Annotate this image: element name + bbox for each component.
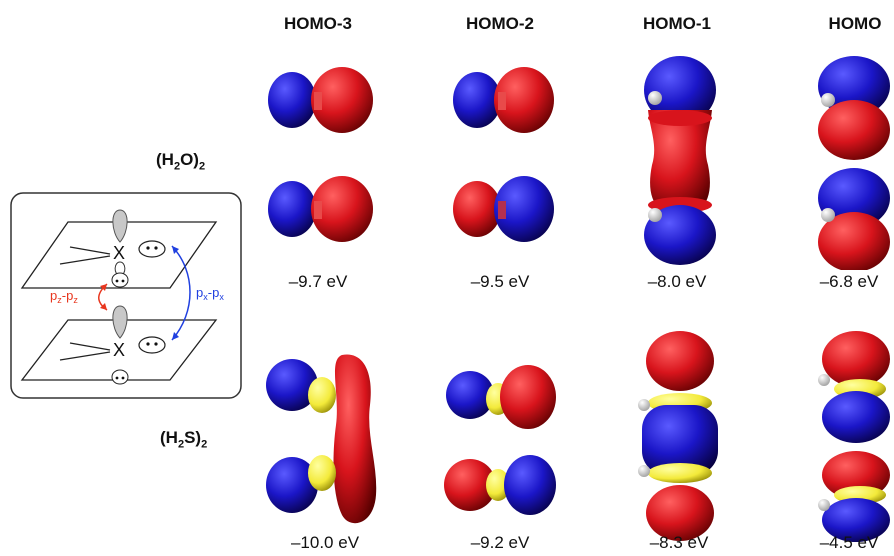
atom-x-top: X bbox=[113, 243, 125, 263]
energy-h2s-homo1: –8.3 eV bbox=[649, 533, 709, 552]
header-homo: HOMO bbox=[828, 14, 882, 33]
orbital-interaction-scheme: X X pz-pz px-px bbox=[10, 192, 242, 399]
atom-x-bottom: X bbox=[113, 340, 125, 360]
energy-water-homo: –6.8 eV bbox=[819, 272, 879, 291]
energy-h2s-homo3: –10.0 eV bbox=[290, 533, 360, 552]
energy-water-homo3: –9.7 eV bbox=[288, 272, 348, 291]
orbital-h2s-homo3 bbox=[266, 354, 377, 524]
header-homo1: HOMO-1 bbox=[643, 14, 711, 33]
label-water-dimer: (H2O)2 bbox=[156, 150, 206, 173]
orbital-h2s-homo1 bbox=[638, 331, 718, 541]
energy-h2s-homo2: –9.2 eV bbox=[470, 533, 530, 552]
orbital-h2s-homo2 bbox=[444, 365, 556, 515]
orbital-water-homo3 bbox=[268, 67, 373, 242]
orbital-water-homo1 bbox=[644, 56, 716, 265]
energy-water-homo2: –9.5 eV bbox=[470, 272, 530, 291]
header-homo3: HOMO-3 bbox=[284, 14, 352, 33]
orbital-h2s-homo bbox=[818, 331, 890, 542]
energy-water-homo1: –8.0 eV bbox=[647, 272, 707, 291]
pz-pz-label: pz-pz bbox=[50, 288, 78, 305]
header-homo2: HOMO-2 bbox=[466, 14, 534, 33]
energy-h2s-homo: –4.5 eV bbox=[819, 533, 879, 552]
orbital-water-homo2 bbox=[453, 67, 554, 242]
label-h2s-dimer: (H2S)2 bbox=[160, 428, 208, 451]
px-px-label: px-px bbox=[196, 285, 224, 302]
orbital-water-homo bbox=[818, 56, 890, 270]
